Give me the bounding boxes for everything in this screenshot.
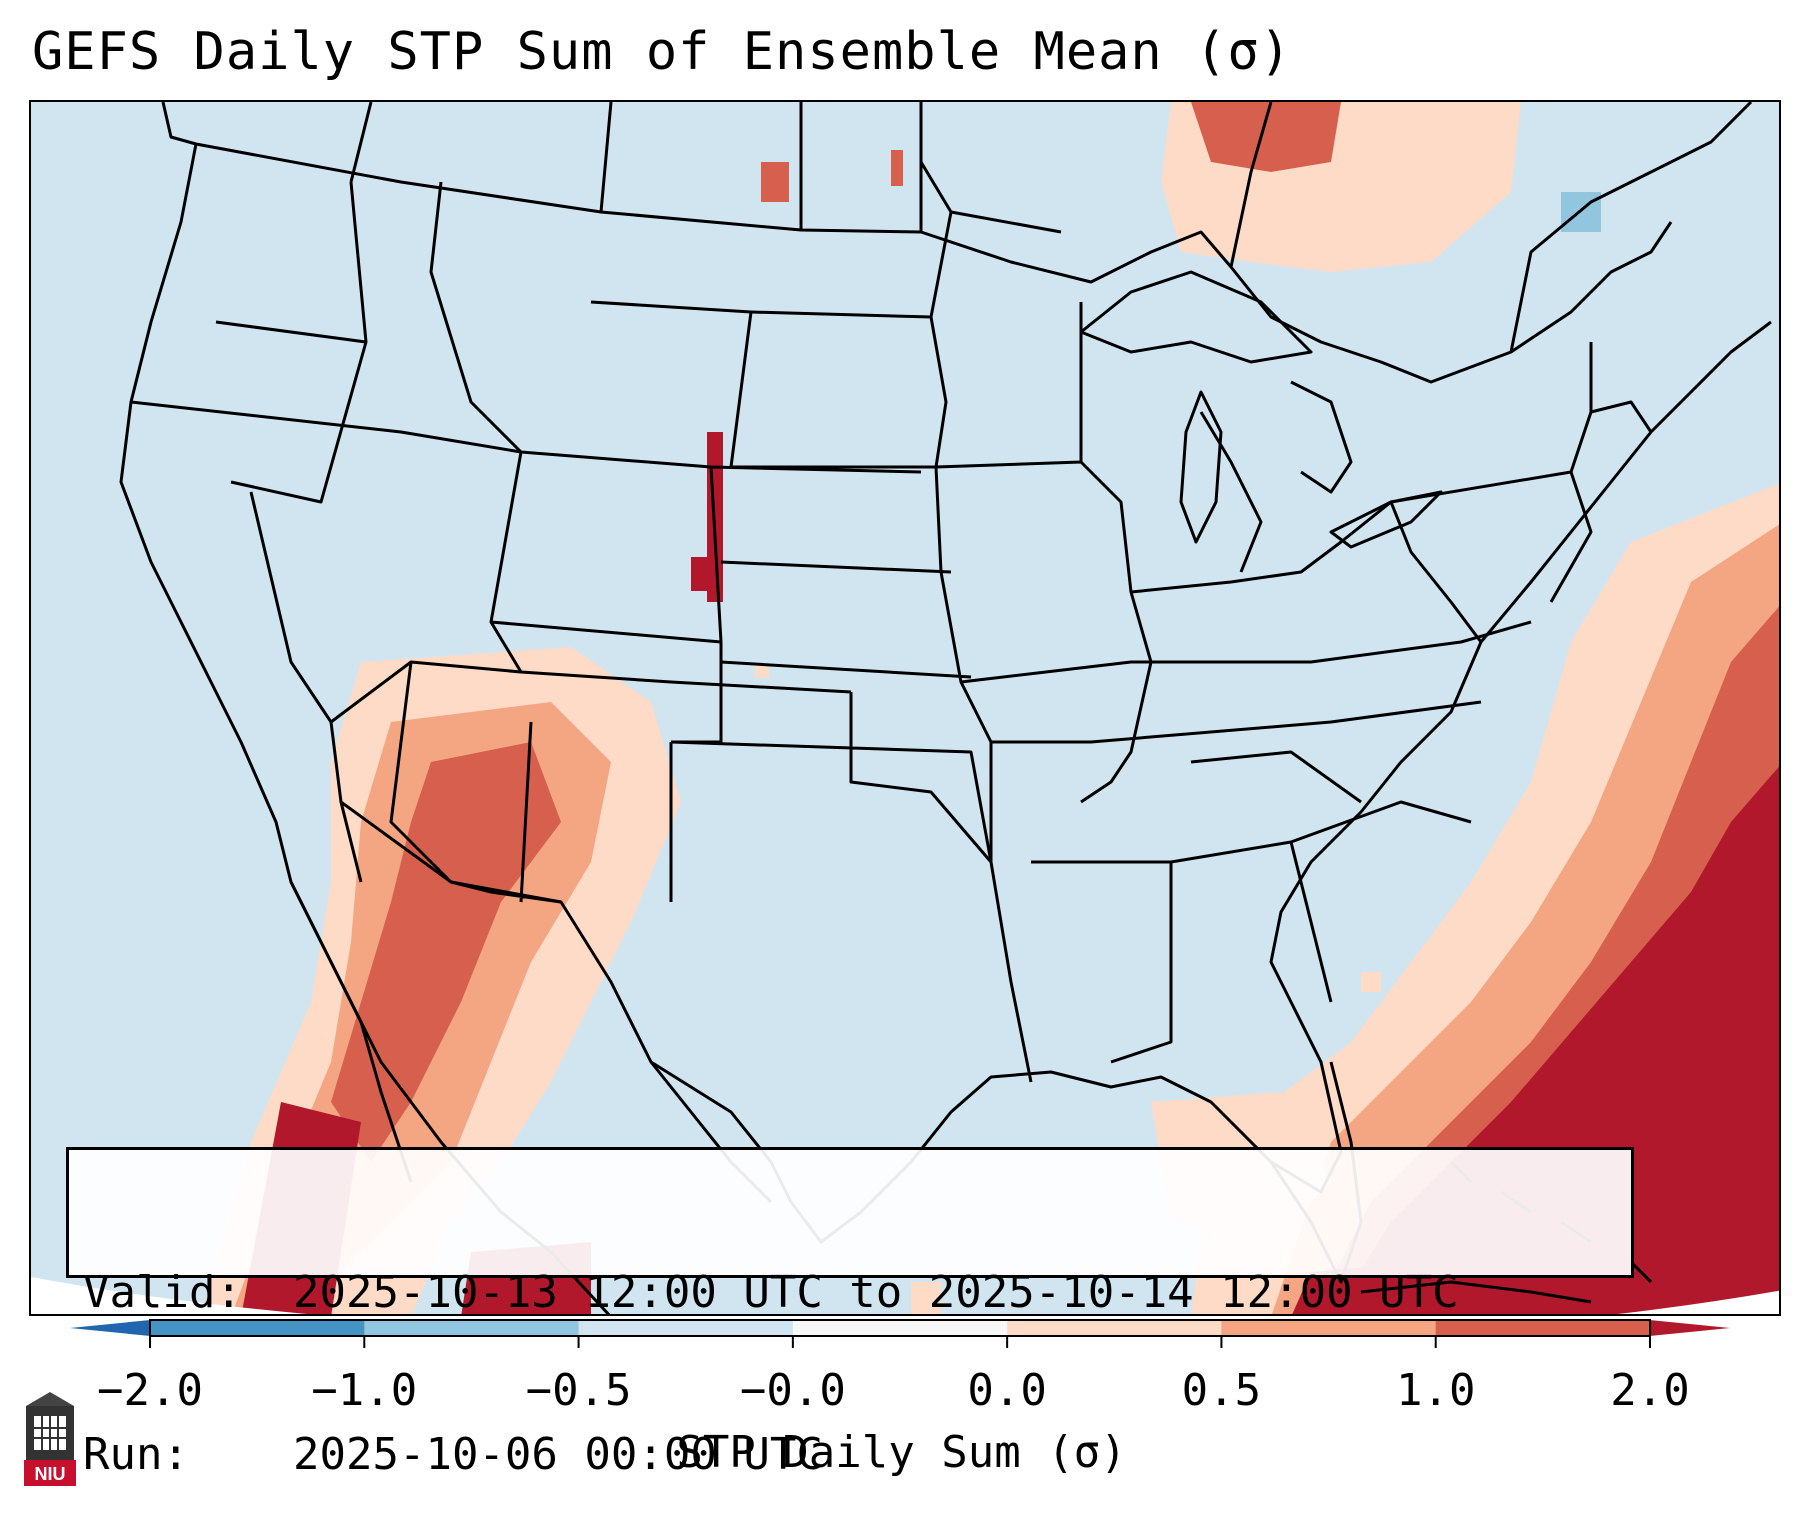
canada-lines <box>349 102 1753 353</box>
anomaly-southwest-strong <box>331 742 561 1162</box>
colorbar-tick-label: 0.5 <box>1181 1365 1262 1416</box>
valid-label: Valid: <box>83 1267 242 1318</box>
colorbar-tick-label: −2.0 <box>97 1365 203 1416</box>
colorbar-label: STP Daily Sum (σ) <box>676 1427 1127 1478</box>
logo-text: NIU <box>35 1464 66 1484</box>
colorbar-bin <box>1221 1320 1437 1336</box>
anomaly-texas-dot <box>911 1282 941 1314</box>
colorbar-tick-label: −1.0 <box>311 1365 418 1416</box>
lake-michigan <box>1179 390 1223 544</box>
valid-run-box: Valid: 2025-10-13 12:00 UTC to 2025-10-14… <box>66 1147 1634 1480</box>
colorbar-tick-label: 2.0 <box>1610 1365 1690 1416</box>
colorbar-tick-label: 1.0 <box>1395 1365 1476 1416</box>
anomaly-colorado-dot <box>691 557 719 591</box>
colorbar-ticks <box>149 1336 1651 1348</box>
anomaly-nd-dot2 <box>891 150 903 186</box>
colorbar-bin <box>364 1320 580 1336</box>
niu-logo: NIU <box>24 1392 76 1486</box>
colorbar-bins <box>150 1320 1651 1336</box>
logo-window-grid <box>34 1416 66 1450</box>
colorbar-frame <box>149 1319 1651 1337</box>
anomaly-kansas-dot <box>755 664 769 678</box>
logo-badge <box>24 1460 76 1486</box>
colorbar-bin <box>578 1320 794 1336</box>
map-panel <box>29 100 1781 1316</box>
anomaly-ontario-strong <box>1191 102 1341 172</box>
colorbar <box>70 1319 1730 1348</box>
run-label: Run: <box>83 1429 189 1480</box>
logo-roof <box>26 1392 74 1406</box>
state-lines-central <box>670 161 1653 1083</box>
colorbar-bin <box>1007 1320 1222 1336</box>
lake-huron-erie <box>1290 380 1443 549</box>
lake-superior <box>1079 270 1313 364</box>
colorbar-bin <box>1435 1320 1651 1336</box>
colorbar-tick-label: −0.0 <box>739 1365 846 1416</box>
us-canada-border <box>161 102 1673 384</box>
map-title: GEFS Daily STP Sum of Ensemble Mean (σ) <box>32 22 1292 82</box>
run-value: 2025-10-06 00:00 UTC <box>293 1429 823 1480</box>
colorbar-under-arrow <box>70 1320 150 1336</box>
anomaly-nd-dot <box>761 162 789 202</box>
colorbar-tick-label: −0.5 <box>525 1365 632 1416</box>
colorbar-bin <box>792 1320 1008 1336</box>
valid-value: 2025-10-13 12:00 UTC to 2025-10-14 12:00… <box>293 1267 1459 1318</box>
map-svg <box>31 102 1779 1314</box>
colorbar-bin <box>150 1320 365 1336</box>
projection-edge <box>31 1277 1779 1314</box>
colorbar-tick-label: 0.0 <box>967 1365 1047 1416</box>
colorbar-over-arrow <box>1650 1320 1730 1336</box>
anomaly-gulf-dot <box>1361 972 1381 992</box>
